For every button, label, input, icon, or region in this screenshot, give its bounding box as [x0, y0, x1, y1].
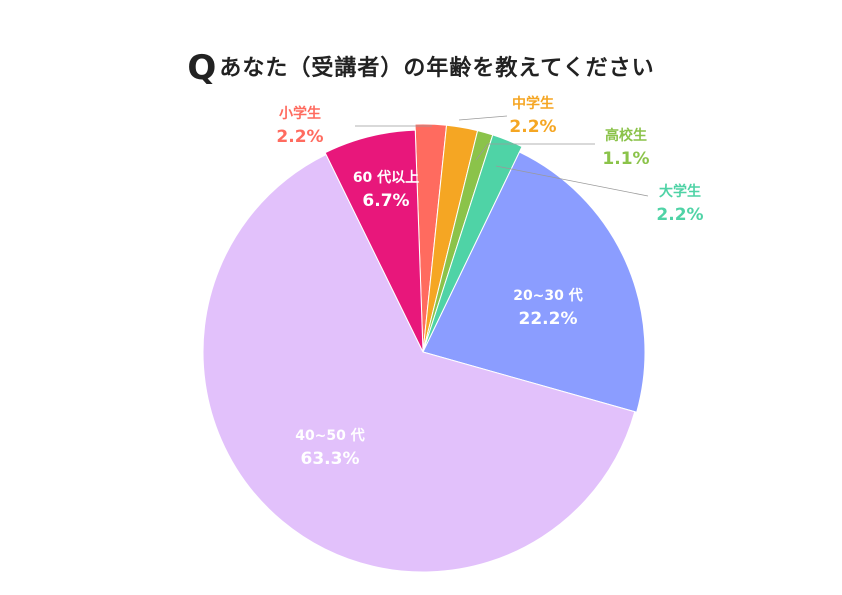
slice-percent-5: 22.2%: [519, 309, 578, 329]
slice-label-1: 小学生: [279, 105, 321, 122]
slice-percent-3: 1.1%: [602, 149, 649, 169]
slice-percent-2: 2.2%: [509, 117, 556, 137]
slice-percent-7: 6.7%: [362, 191, 409, 211]
slice-percent-1: 2.2%: [276, 127, 323, 147]
slice-label-2: 中学生: [512, 95, 554, 112]
leader-line-4: [495, 165, 649, 197]
pie-slice-7: [324, 129, 424, 353]
slice-label-5: 20~30 代: [513, 287, 583, 304]
pie-slices: [202, 123, 646, 573]
pie-labels: 小学生 2.2% 中学生 2.2% 高校生 1.1% 大学生 2.2% 20~30 代 22.2%…: [276, 95, 703, 469]
leader-line-3: [475, 143, 595, 161]
chart-title: Qあなた（受講者）の年齢を教えてください: [0, 48, 842, 88]
title-q-mark: Q: [187, 48, 218, 88]
slice-percent-4: 2.2%: [656, 205, 703, 225]
leader-line-2: [458, 115, 508, 121]
slice-label-3: 高校生: [605, 127, 647, 144]
slice-label-6: 40~50 代: [295, 427, 365, 444]
pie-slice-6: [202, 153, 636, 573]
slice-label-4: 大学生: [659, 183, 701, 200]
slice-percent-6: 63.3%: [301, 449, 360, 469]
slice-label-7: 60 代以上: [353, 169, 419, 186]
pie-slice-5: [422, 151, 646, 413]
title-text: あなた（受講者）の年齢を教えてください: [219, 56, 655, 81]
pie-slice-4: [422, 134, 523, 353]
